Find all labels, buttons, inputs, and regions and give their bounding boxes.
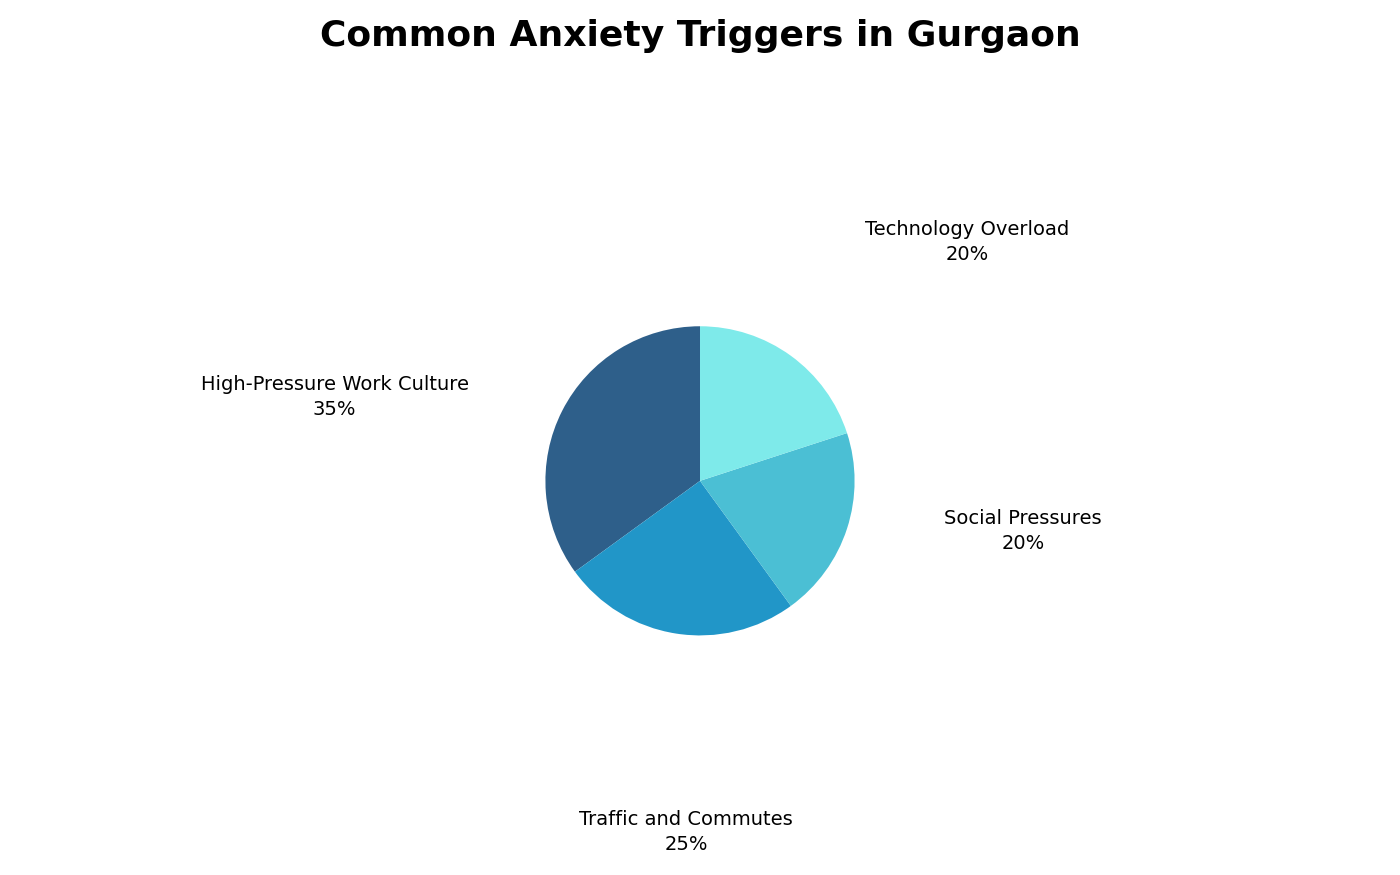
Title: Common Anxiety Triggers in Gurgaon: Common Anxiety Triggers in Gurgaon — [319, 18, 1081, 52]
Text: Traffic and Commutes
25%: Traffic and Commutes 25% — [580, 810, 792, 854]
Text: Social Pressures
20%: Social Pressures 20% — [945, 509, 1102, 553]
Text: High-Pressure Work Culture
35%: High-Pressure Work Culture 35% — [200, 374, 469, 418]
Wedge shape — [575, 481, 791, 635]
Wedge shape — [546, 326, 700, 571]
Text: Technology Overload
20%: Technology Overload 20% — [865, 220, 1070, 264]
Wedge shape — [700, 433, 854, 606]
Wedge shape — [700, 326, 847, 481]
